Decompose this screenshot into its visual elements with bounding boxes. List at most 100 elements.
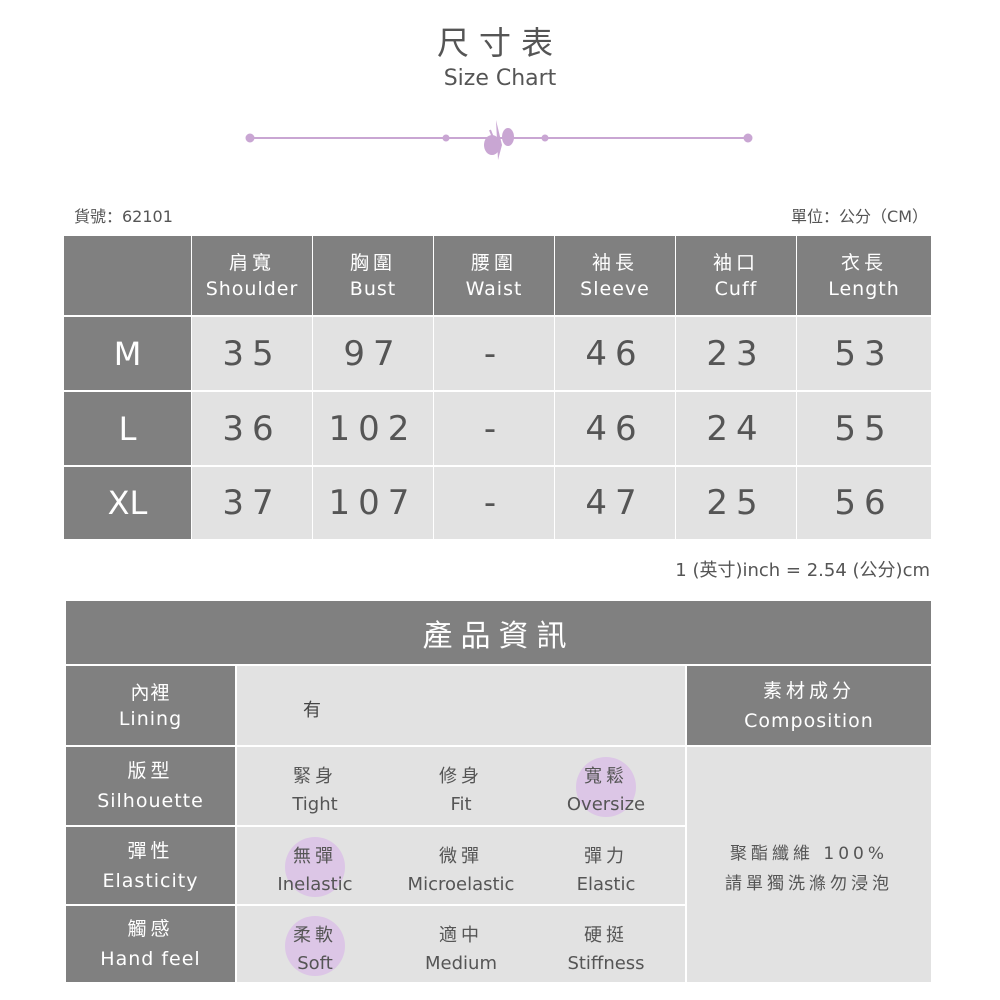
item-number: 貨號：62101: [74, 207, 173, 226]
size-value: -: [483, 408, 505, 449]
label-en: Composition: [744, 709, 874, 732]
selected-highlight: [285, 916, 345, 976]
table-cell: 55: [797, 392, 931, 465]
lining-value: 有: [303, 700, 321, 721]
size-value: 55: [834, 408, 894, 449]
row-header: M: [64, 317, 191, 390]
column-zh: 袖口: [712, 251, 759, 274]
option-zh: 硬挺: [584, 925, 628, 946]
label-zh: 彈性: [127, 839, 174, 862]
option-zh: 微彈: [439, 846, 483, 867]
row-header: XL: [64, 467, 191, 539]
table-cell: 46: [555, 317, 675, 390]
attr-option: 硬挺 Stiffness: [541, 922, 671, 978]
attr-label: 彈性 Elasticity: [66, 827, 235, 904]
table-cell: 24: [676, 392, 796, 465]
option-zh: 修身: [439, 766, 483, 787]
column-en: Waist: [465, 277, 523, 300]
table-cell: 56: [797, 467, 931, 539]
size-value: 47: [585, 483, 645, 523]
column-header: 胸圍 Bust: [313, 236, 433, 315]
conversion-note: 1 (英寸)inch = 2.54 (公分)cm: [675, 560, 930, 581]
table-cell: 53: [797, 317, 931, 390]
column-zh: 袖長: [591, 251, 638, 274]
option-en: Tight: [292, 794, 338, 815]
column-zh: 腰圍: [470, 251, 517, 274]
label-zh: 素材成分: [762, 679, 855, 702]
column-en: Cuff: [714, 277, 758, 300]
size-value: 35: [222, 333, 282, 374]
attr-option: 寬鬆 Oversize: [541, 763, 671, 819]
attr-option: 柔軟 Soft: [250, 922, 380, 978]
label-en: Silhouette: [97, 790, 204, 812]
attr-option: 無彈 Inelastic: [250, 843, 380, 899]
product-info-title: 產品資訊: [66, 601, 931, 664]
iris-divider-icon: [245, 120, 753, 160]
table-cell: 36: [192, 392, 312, 465]
column-header: 袖長 Sleeve: [555, 236, 675, 315]
size-value: 102: [328, 408, 418, 449]
table-cell: 47: [555, 467, 675, 539]
label-en: Lining: [118, 707, 183, 730]
attr-label: 觸感 Hand feel: [66, 906, 235, 982]
composition-label: 素材成分 Composition: [687, 666, 931, 745]
care-instructions: 請單獨洗滌勿浸泡: [725, 874, 893, 894]
option-zh: 柔軟: [293, 925, 337, 946]
label-en: Hand feel: [100, 948, 201, 970]
size-value: 25: [706, 483, 766, 523]
option-zh: 緊身: [293, 766, 337, 787]
size-label: L: [118, 409, 137, 448]
size-value: -: [483, 483, 505, 523]
option-en: Microelastic: [407, 874, 515, 895]
table-cell: 46: [555, 392, 675, 465]
table-cell: 102: [313, 392, 433, 465]
column-header: 衣長 Length: [797, 236, 931, 315]
size-value: 107: [328, 483, 418, 523]
option-zh: 無彈: [293, 846, 337, 867]
size-label: XL: [107, 484, 148, 522]
size-value: 23: [706, 333, 766, 374]
size-value: 37: [222, 483, 282, 523]
option-en: Inelastic: [277, 874, 353, 895]
selected-highlight: [576, 757, 636, 817]
size-value: 46: [585, 408, 645, 449]
table-cell: 25: [676, 467, 796, 539]
column-en: Sleeve: [580, 277, 650, 300]
attr-option: 修身 Fit: [396, 763, 526, 819]
option-en: Soft: [297, 953, 333, 974]
attr-label: 版型 Silhouette: [66, 747, 235, 825]
lining-label: 內裡 Lining: [66, 666, 235, 745]
table-cell: 23: [676, 317, 796, 390]
title-en: Size Chart: [443, 66, 557, 91]
column-zh: 肩寬: [228, 251, 275, 274]
size-value: 97: [343, 333, 403, 374]
label-zh: 版型: [127, 760, 174, 782]
column-en: Length: [828, 277, 900, 300]
column-header: 袖口 Cuff: [676, 236, 796, 315]
size-value: 46: [585, 333, 645, 374]
composition-material: 聚酯纖維 100%: [729, 844, 888, 864]
table-cell: 97: [313, 317, 433, 390]
column-en: Bust: [349, 277, 397, 300]
column-zh: 胸圍: [349, 251, 396, 274]
label-en: Elasticity: [102, 869, 199, 892]
row-header: L: [64, 392, 191, 465]
size-value: 36: [222, 408, 282, 449]
column-header: 腰圍 Waist: [434, 236, 554, 315]
column-header: 肩寬 Shoulder: [192, 236, 312, 315]
unit-label: 單位：公分（CM）: [791, 207, 928, 226]
table-cell: 107: [313, 467, 433, 539]
option-en: Fit: [450, 794, 472, 815]
label-zh: 內裡: [130, 681, 171, 704]
size-value: 24: [706, 408, 766, 449]
size-label: M: [113, 334, 142, 373]
column-zh: 衣長: [840, 251, 887, 274]
table-cell: 35: [192, 317, 312, 390]
option-en: Oversize: [566, 794, 646, 815]
attr-option: 適中 Medium: [396, 922, 526, 978]
option-zh: 彈力: [584, 846, 628, 867]
header-corner: [64, 236, 191, 315]
option-zh: 寬鬆: [584, 766, 628, 787]
table-cell: 37: [192, 467, 312, 539]
option-en: Elastic: [576, 874, 636, 895]
